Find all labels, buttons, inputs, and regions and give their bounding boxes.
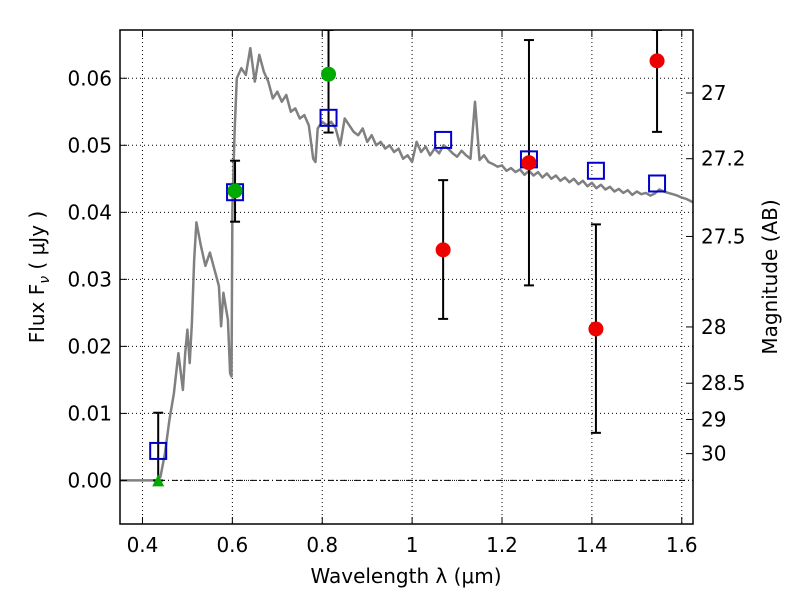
model-photometry-square (648, 174, 667, 193)
y-tick-label: 0.05 (67, 133, 112, 157)
y-tick-label: 0.01 (67, 401, 112, 425)
y-tick-label: 0.04 (67, 200, 112, 224)
y2-tick-label: 27.5 (701, 224, 746, 248)
y-axis-label-subscript: ν (37, 276, 53, 284)
x-tick-label: 1.4 (576, 533, 608, 557)
plot-frame (119, 29, 694, 525)
y-tick-label: 0.03 (67, 267, 112, 291)
x-tick-label: 0.8 (306, 533, 338, 557)
model-photometry-square (586, 161, 605, 180)
y-axis-label-unit: ( μJy ) (25, 211, 49, 276)
model-spectrum-line (120, 46, 693, 482)
y-tick-label: 0.00 (67, 468, 112, 492)
y2-tick-label: 28.5 (701, 371, 746, 395)
model-spectrum (120, 46, 693, 482)
x-tick-label: 1.2 (486, 533, 518, 557)
upper-limit-triangle (152, 474, 165, 487)
observed-points (152, 53, 665, 487)
axis-ticks: 0.4 0.6 0.8 1 1.2 1.4 1.6 0.00 0.01 0.02 0.03 0.04 0… (67, 30, 746, 557)
low-significance-point (649, 53, 665, 69)
y-tick-label: 0.06 (67, 66, 112, 90)
x-tick-label: 0.4 (127, 533, 159, 557)
detection-point (227, 183, 243, 199)
x-tick-label: 1 (406, 533, 419, 557)
y-axis-label: Flux Fν ( μJy ) (25, 211, 53, 343)
y2-tick-label: 28 (701, 315, 726, 339)
y2-tick-label: 29 (701, 407, 726, 431)
model-photometry-square (434, 130, 453, 149)
low-significance-point (435, 242, 451, 258)
x-axis-label: Wavelength λ (μm) (310, 564, 501, 588)
y2-axis-label: Magnitude (AB) (758, 199, 782, 354)
detection-point (321, 66, 337, 82)
y-axis-label-main: Flux F (25, 284, 49, 343)
y2-tick-label: 30 (701, 442, 726, 466)
y2-tick-label: 27 (701, 81, 726, 105)
plot-area (120, 30, 693, 524)
y-tick-label: 0.02 (67, 334, 112, 358)
low-significance-point (521, 155, 537, 171)
x-tick-label: 0.6 (216, 533, 248, 557)
model-photometry-square (149, 441, 168, 460)
low-significance-point (588, 321, 604, 337)
model-photometry-square (319, 108, 338, 127)
x-tick-label: 1.6 (666, 533, 698, 557)
y2-tick-label: 27.2 (701, 147, 746, 171)
